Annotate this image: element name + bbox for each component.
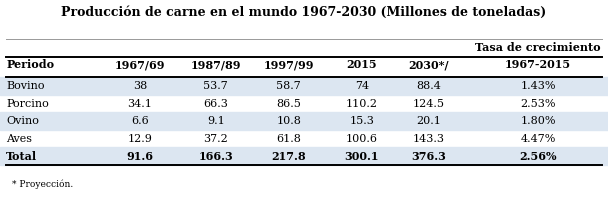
Bar: [0, 147, 608, 165]
Text: Periodo: Periodo: [6, 59, 54, 70]
Text: Total: Total: [6, 151, 37, 162]
Text: 217.8: 217.8: [272, 151, 306, 162]
Text: 38: 38: [133, 81, 147, 91]
Text: 61.8: 61.8: [277, 134, 301, 144]
Text: Ovino: Ovino: [6, 116, 39, 126]
Text: 2015: 2015: [347, 59, 377, 70]
Bar: [0, 77, 608, 95]
Text: 124.5: 124.5: [413, 99, 444, 109]
Text: 166.3: 166.3: [198, 151, 233, 162]
Text: 300.1: 300.1: [345, 151, 379, 162]
Text: 1967-2015: 1967-2015: [505, 59, 571, 70]
Text: 86.5: 86.5: [277, 99, 301, 109]
Text: 4.47%: 4.47%: [520, 134, 556, 144]
Text: 53.7: 53.7: [204, 81, 228, 91]
Text: 2.56%: 2.56%: [519, 151, 557, 162]
Text: Tasa de crecimiento: Tasa de crecimiento: [475, 42, 601, 53]
Text: Aves: Aves: [6, 134, 32, 144]
Text: 10.8: 10.8: [277, 116, 301, 126]
Text: Bovino: Bovino: [6, 81, 44, 91]
Text: Porcino: Porcino: [6, 99, 49, 109]
Text: 66.3: 66.3: [204, 99, 228, 109]
Text: 74: 74: [354, 81, 369, 91]
Text: 2030*/: 2030*/: [409, 59, 449, 70]
Text: 15.3: 15.3: [350, 116, 374, 126]
Text: 1.43%: 1.43%: [520, 81, 556, 91]
Text: 37.2: 37.2: [204, 134, 228, 144]
Text: 143.3: 143.3: [413, 134, 444, 144]
Text: Producción de carne en el mundo 1967-2030 (Millones de toneladas): Producción de carne en el mundo 1967-203…: [61, 6, 547, 19]
Bar: [0, 112, 608, 130]
Text: 34.1: 34.1: [128, 99, 152, 109]
Text: 9.1: 9.1: [207, 116, 225, 126]
Text: 2.53%: 2.53%: [520, 99, 556, 109]
Text: 376.3: 376.3: [411, 151, 446, 162]
Text: 1997/99: 1997/99: [263, 59, 314, 70]
Text: 1967/69: 1967/69: [114, 59, 165, 70]
Text: 1987/89: 1987/89: [190, 59, 241, 70]
Text: 6.6: 6.6: [131, 116, 149, 126]
Text: 12.9: 12.9: [128, 134, 152, 144]
Text: * Proyección.: * Proyección.: [12, 179, 74, 189]
Text: 20.1: 20.1: [416, 116, 441, 126]
Text: 88.4: 88.4: [416, 81, 441, 91]
Text: 100.6: 100.6: [346, 134, 378, 144]
Text: 91.6: 91.6: [126, 151, 153, 162]
Text: 1.80%: 1.80%: [520, 116, 556, 126]
Text: 58.7: 58.7: [277, 81, 301, 91]
Text: 110.2: 110.2: [346, 99, 378, 109]
